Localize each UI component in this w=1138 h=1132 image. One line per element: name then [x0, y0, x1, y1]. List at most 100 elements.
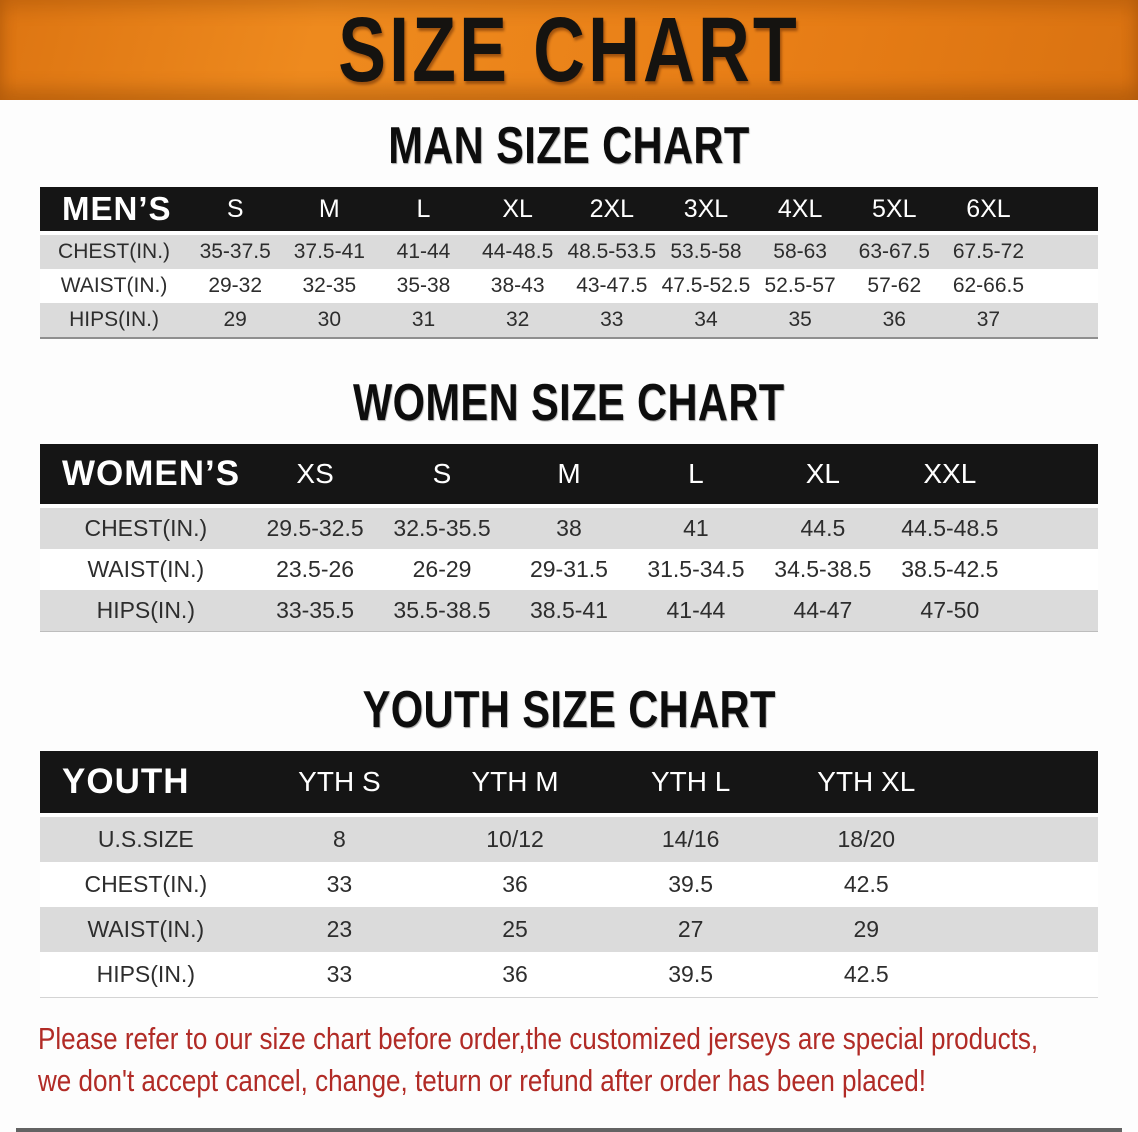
- value-cell: 41-44: [396, 240, 451, 263]
- women-header-row: WOMEN’S XS S M L XL XXL: [40, 444, 1098, 508]
- disclaimer-text: Please refer to our size chart before or…: [38, 1018, 1138, 1102]
- size-column-header: M: [505, 444, 633, 508]
- value-cell: 36: [502, 961, 528, 987]
- value-cell: 35-38: [396, 274, 451, 297]
- value-cell: 23.5-26: [276, 556, 355, 582]
- value-cell: 42.5: [843, 871, 889, 897]
- size-chart-banner: SIZE CHART: [0, 0, 1138, 100]
- value-cell: 48.5-53.5: [567, 240, 657, 263]
- size-column-header: YTH L: [602, 751, 779, 817]
- size-column-header: YTH S: [251, 751, 428, 817]
- size-column-header: XS: [251, 444, 379, 508]
- youth-header-row: YOUTH YTH S YTH M YTH L YTH XL: [40, 751, 1098, 817]
- size-column-header: 4XL: [753, 187, 848, 235]
- table-row: HIPS(IN.) 33-35.5 35.5-38.5 38.5-41 41-44 44-…: [40, 590, 1098, 631]
- value-cell: 25: [502, 916, 528, 942]
- value-cell: 38: [556, 515, 582, 541]
- size-column-header: 5XL: [847, 187, 942, 235]
- value-cell: 57-62: [867, 274, 922, 297]
- size-column-header: XL: [759, 444, 887, 508]
- spacer-cell: [954, 952, 1098, 997]
- value-cell: 39.5: [668, 871, 714, 897]
- value-cell: 33: [326, 961, 353, 987]
- spacer-cell: [1036, 269, 1098, 303]
- value-cell: 32-35: [302, 274, 357, 297]
- table-row: HIPS(IN.) 29 30 31 32 33 34 35 36 37: [40, 303, 1098, 337]
- value-cell: 62-66.5: [952, 274, 1025, 297]
- value-cell: 53.5-58: [670, 240, 742, 263]
- size-column-header: S: [188, 187, 283, 235]
- value-cell: 14/16: [661, 826, 720, 852]
- value-cell: 32: [505, 308, 530, 331]
- value-cell: 38.5-42.5: [901, 556, 999, 582]
- value-cell: 34.5-38.5: [774, 556, 872, 582]
- size-column-header: XXL: [886, 444, 1014, 508]
- table-row: HIPS(IN.) 33 36 39.5 42.5: [40, 952, 1098, 997]
- value-cell: 35.5-38.5: [393, 597, 491, 623]
- row-label: HIPS(IN.): [96, 961, 195, 987]
- row-label: WAIST(IN.): [87, 916, 205, 942]
- size-column-header: YTH XL: [778, 751, 955, 817]
- disclaimer-line-2: we don't accept cancel, change, teturn o…: [38, 1063, 927, 1098]
- value-cell: 44.5: [800, 515, 846, 541]
- value-cell: 30: [317, 308, 342, 331]
- value-cell: 47-50: [920, 597, 980, 623]
- value-cell: 41: [683, 515, 709, 541]
- value-cell: 37: [976, 308, 1001, 331]
- value-cell: 36: [502, 871, 528, 897]
- table-row: WAIST(IN.) 23 25 27 29: [40, 907, 1098, 952]
- row-label: CHEST(IN.): [84, 515, 208, 541]
- spacer-cell: [954, 907, 1098, 952]
- spacer-cell: [1013, 508, 1098, 549]
- table-corner-label: WOMEN’S: [40, 444, 252, 508]
- row-label: WAIST(IN.): [87, 556, 205, 582]
- size-column-header: 2XL: [564, 187, 659, 235]
- value-cell: 35: [788, 308, 812, 331]
- value-cell: 44-48.5: [482, 240, 554, 263]
- value-cell: 33: [600, 308, 624, 331]
- value-cell: 44.5-48.5: [901, 515, 999, 541]
- table-row: WAIST(IN.) 29-32 32-35 35-38 38-43 43-47.5 47.…: [40, 269, 1098, 303]
- size-column-header: L: [376, 187, 471, 235]
- banner-title: SIZE CHART: [338, 0, 800, 101]
- spacer-cell: [1013, 444, 1098, 508]
- youth-size-table: YOUTH YTH S YTH M YTH L YTH XL U.S.SIZE 8 10/1…: [40, 751, 1098, 998]
- spacer-cell: [954, 817, 1098, 862]
- value-cell: 27: [677, 916, 704, 942]
- value-cell: 42.5: [843, 961, 889, 987]
- spacer-cell: [1013, 590, 1098, 631]
- spacer-cell: [1036, 303, 1098, 337]
- table-row: CHEST(IN.) 35-37.5 37.5-41 41-44 44-48.5 48.5…: [40, 235, 1098, 269]
- row-label: HIPS(IN.): [96, 597, 195, 623]
- value-cell: 29-31.5: [529, 556, 608, 582]
- value-cell: 35-37.5: [199, 240, 271, 263]
- value-cell: 43-47.5: [576, 274, 648, 297]
- value-cell: 33-35.5: [276, 597, 355, 623]
- value-cell: 67.5-72: [952, 240, 1025, 263]
- spacer-cell: [1013, 549, 1098, 590]
- row-label: CHEST(IN.): [58, 240, 171, 263]
- value-cell: 34: [694, 308, 718, 331]
- size-column-header: S: [378, 444, 506, 508]
- value-cell: 63-67.5: [858, 240, 930, 263]
- value-cell: 29: [223, 308, 247, 331]
- women-heading-text: WOMEN SIZE CHART: [353, 374, 785, 432]
- spacer-cell: [1035, 187, 1098, 235]
- value-cell: 8: [333, 826, 346, 852]
- table-row: WAIST(IN.) 23.5-26 26-29 29-31.5 31.5-34.5 34…: [40, 549, 1098, 590]
- value-cell: 47.5-52.5: [661, 274, 751, 297]
- value-cell: 36: [882, 308, 906, 331]
- table-row: U.S.SIZE 8 10/12 14/16 18/20: [40, 817, 1098, 862]
- value-cell: 38.5-41: [529, 597, 608, 623]
- value-cell: 58-63: [773, 240, 827, 263]
- photo-bottom-edge: [16, 1128, 1122, 1132]
- value-cell: 29.5-32.5: [266, 515, 364, 541]
- value-cell: 39.5: [668, 961, 714, 987]
- disclaimer-line-1: Please refer to our size chart before or…: [38, 1021, 1039, 1056]
- value-cell: 31.5-34.5: [647, 556, 745, 582]
- value-cell: 29-32: [208, 274, 263, 297]
- size-column-header: 3XL: [658, 187, 754, 235]
- man-section-heading: MAN SIZE CHART: [0, 118, 1138, 187]
- value-cell: 10/12: [486, 826, 544, 852]
- men-size-table: MEN’S S M L XL 2XL 3XL 4XL 5XL 6XL CHEST(IN.) 35-3…: [40, 187, 1098, 339]
